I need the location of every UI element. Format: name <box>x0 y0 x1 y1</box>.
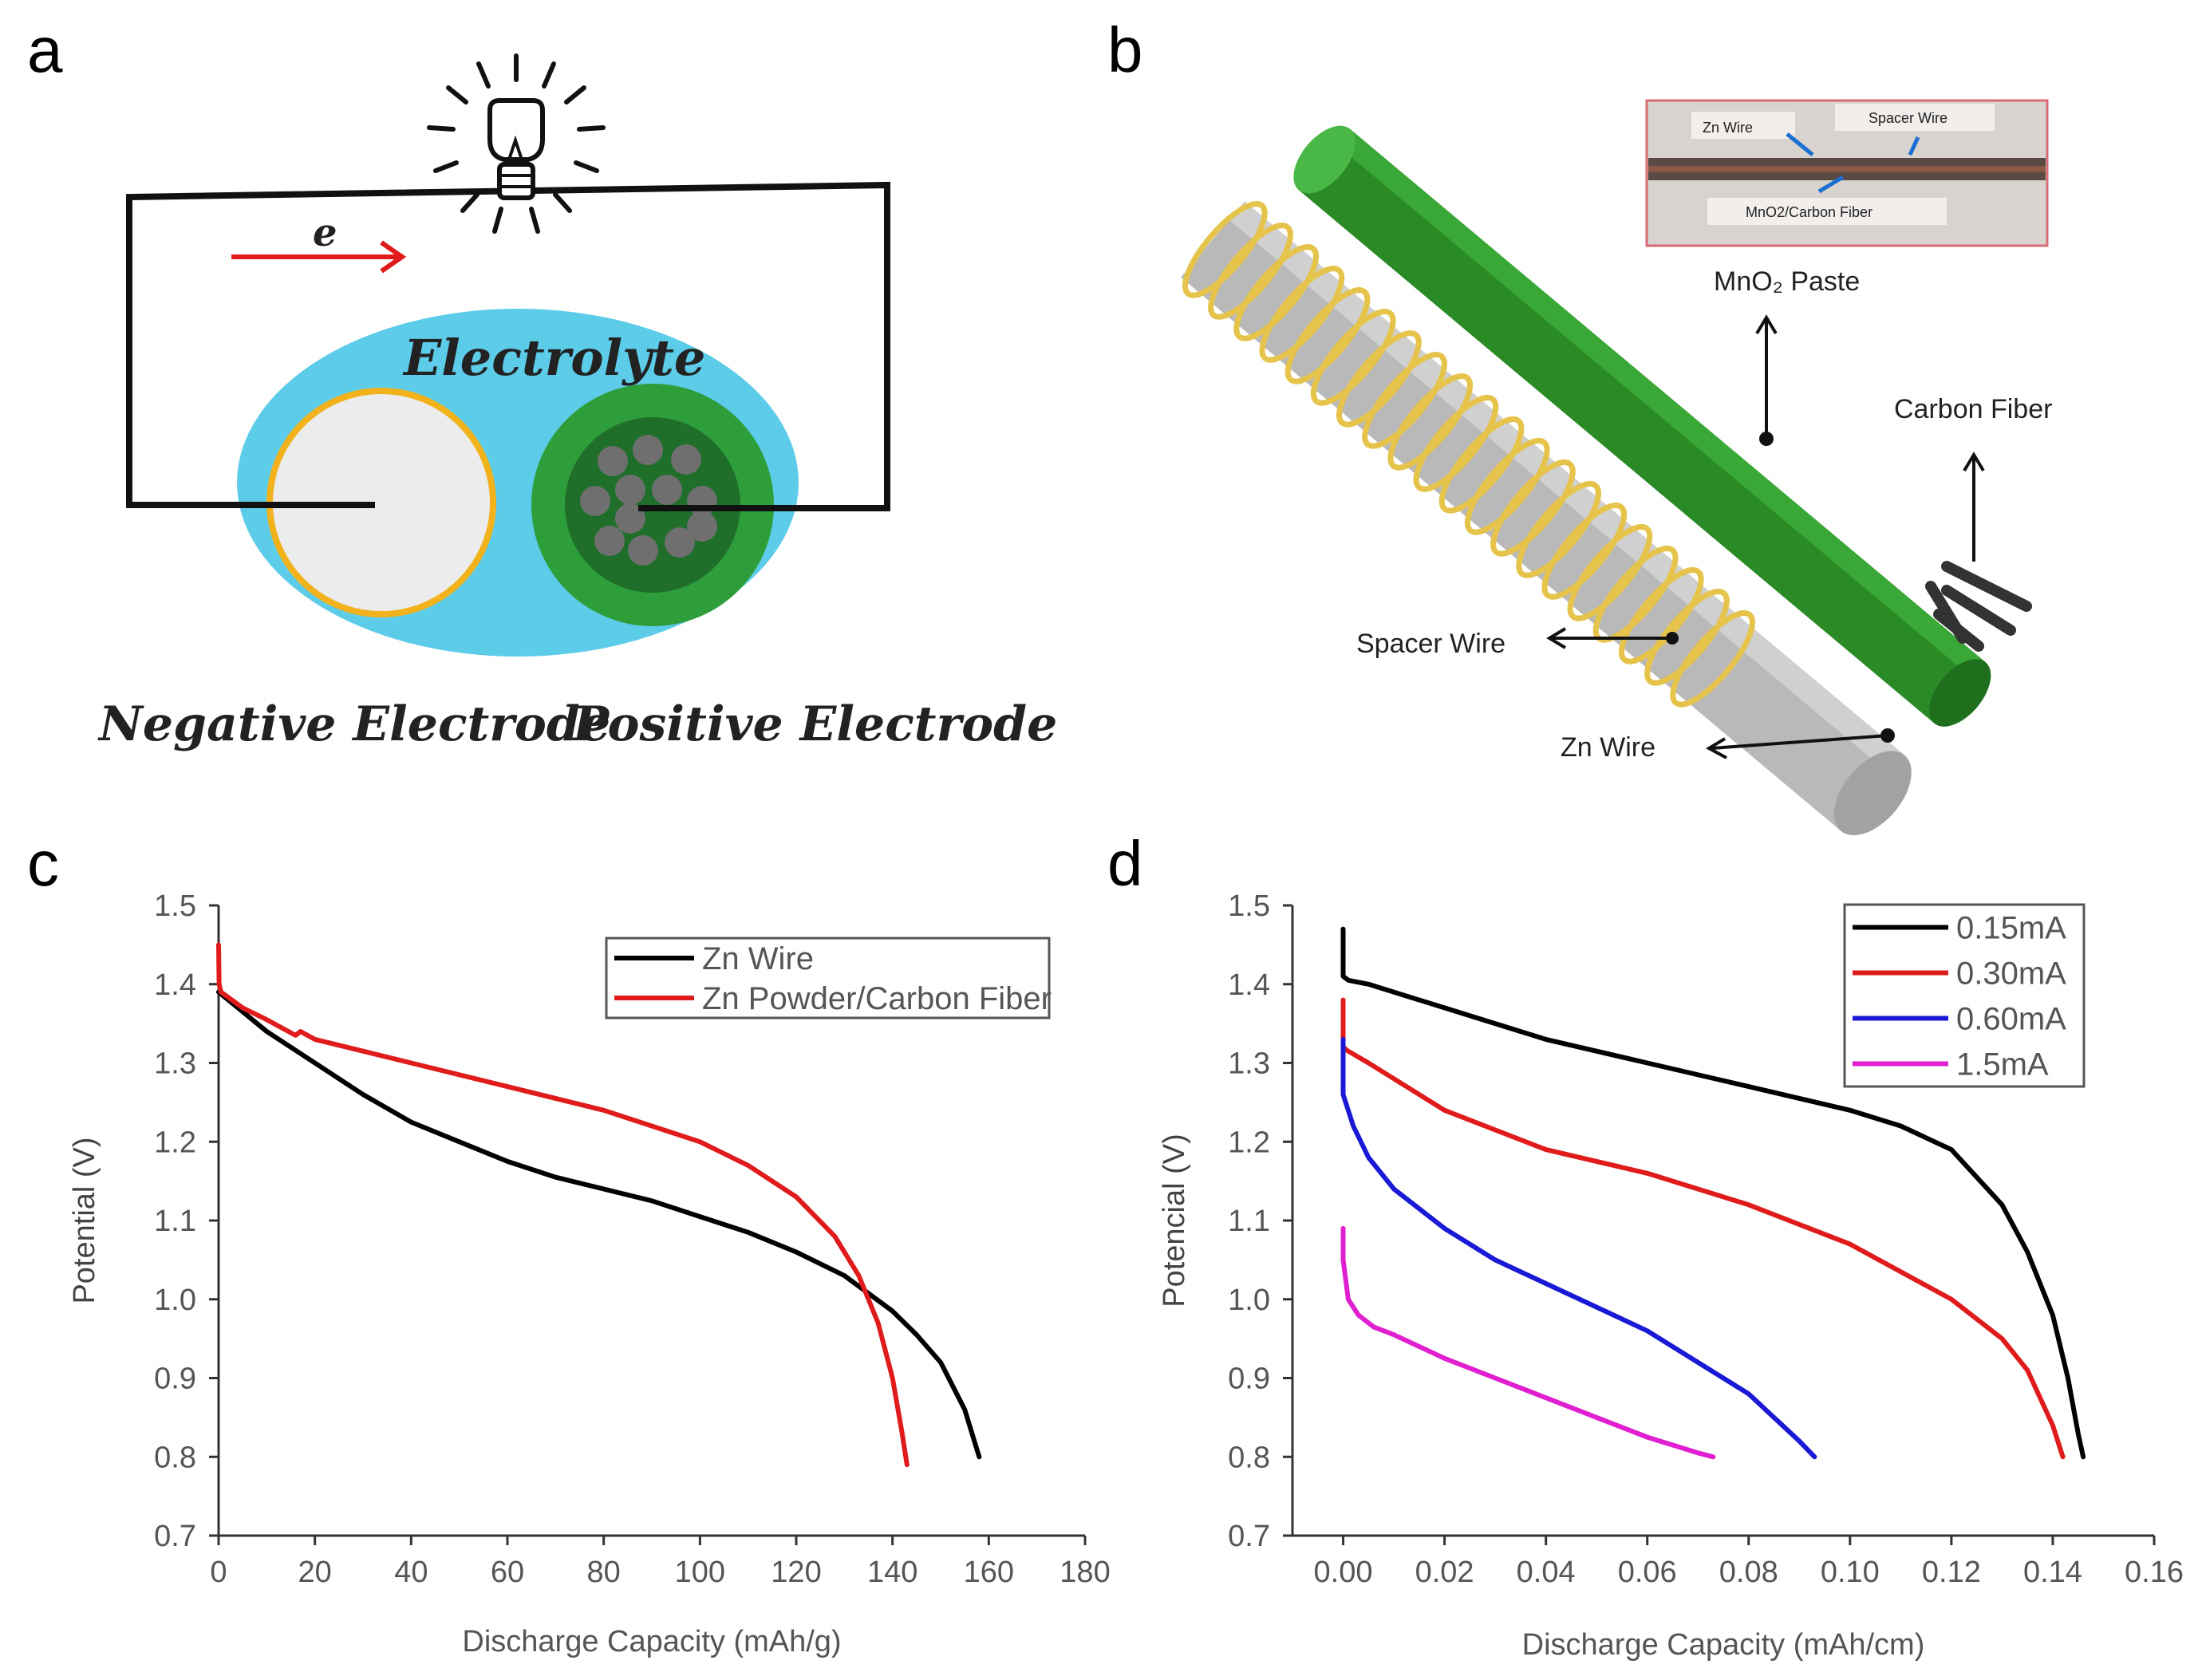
inset-zn-wire-label: Zn Wire <box>1703 120 1753 136</box>
y-tick-label: 0.7 <box>154 1520 196 1553</box>
panel-c: c 0.7 0.8 0.9 1.0 1.1 1.2 1.3 1.4 1.5 0 20 40 60 80 10… <box>27 828 1111 1658</box>
legend-label: 0.15mA <box>1956 911 2066 946</box>
x-tick-label: 60 <box>491 1556 524 1589</box>
series-line-0 <box>1340 926 2086 1460</box>
legend-box <box>605 937 1051 1019</box>
carbon-fiber-strands <box>1925 561 2032 652</box>
panel-letter-a: a <box>27 14 63 85</box>
x-tick-label: 0.08 <box>1719 1556 1778 1589</box>
panel-b: b <box>1107 14 2052 836</box>
x-tick-label: 0.12 <box>1922 1556 1981 1589</box>
series-line-3 <box>1340 1225 1716 1460</box>
legend-label: 0.30mA <box>1956 956 2066 992</box>
chart-d: 0.7 0.8 0.9 1.0 1.1 1.2 1.3 1.4 1.5 0.00 0.02 0.04 0… <box>1158 889 2184 1662</box>
legend-box <box>1843 903 2086 1088</box>
y-tick-label: 1.1 <box>154 1205 196 1238</box>
legend-label: 0.60mA <box>1956 1002 2066 1037</box>
carbon-fiber-label: Carbon Fiber <box>1894 394 2052 424</box>
inset-spacer-wire-label: Spacer Wire <box>1869 110 1947 126</box>
electron-label: e <box>313 211 337 255</box>
panel-d: d 0.7 0.8 0.9 1.0 1.1 1.2 1.3 1.4 1.5 0.00 0.02 0.0… <box>1107 828 2184 1662</box>
active-particles <box>580 435 717 566</box>
x-tick-label: 0 <box>210 1556 227 1589</box>
y-tick-label: 0.7 <box>1228 1520 1270 1553</box>
panel-letter-d: d <box>1107 828 1143 899</box>
series-line-2 <box>1340 1036 1817 1460</box>
x-tick-label: 0.04 <box>1517 1556 1576 1589</box>
x-axis-label: Discharge Capacity (mAh/g) <box>462 1625 841 1658</box>
x-tick-label: 0.14 <box>2023 1556 2082 1589</box>
x-tick-label: 80 <box>587 1556 621 1589</box>
legend-label: Zn Powder/Carbon Fiber <box>702 981 1052 1016</box>
y-tick-label: 1.4 <box>154 968 196 1002</box>
series-line-0 <box>216 989 982 1460</box>
y-tick-label: 1.2 <box>154 1126 196 1159</box>
y-tick-label: 0.8 <box>1228 1441 1270 1474</box>
y-axis-label: Potential (V) <box>68 1137 101 1303</box>
y-tick-label: 1.5 <box>1228 889 1270 923</box>
x-tick-label: 0.16 <box>2125 1556 2184 1589</box>
panel-letter-b: b <box>1107 14 1143 85</box>
y-tick-label: 0.9 <box>154 1363 196 1396</box>
legend-label: 1.5mA <box>1956 1047 2049 1083</box>
x-tick-label: 180 <box>1060 1556 1110 1589</box>
electron-flow-arrow <box>231 240 407 274</box>
y-tick-label: 1.5 <box>154 889 196 923</box>
panel-a: a <box>27 14 1057 752</box>
mno2-rod <box>1293 125 1991 727</box>
light-bulb-icon <box>427 53 606 234</box>
y-tick-label: 1.2 <box>1228 1126 1270 1159</box>
series-line-1 <box>1340 997 2066 1460</box>
zn-wire-label: Zn Wire <box>1561 732 1655 763</box>
y-tick-label: 0.8 <box>154 1441 196 1474</box>
x-tick-label: 0.06 <box>1618 1556 1677 1589</box>
y-tick-label: 1.1 <box>1228 1205 1270 1238</box>
electrolyte-label: Electrolyte <box>402 329 705 387</box>
y-tick-label: 1.4 <box>1228 968 1270 1002</box>
x-axis-label: Discharge Capacity (mAh/cm) <box>1522 1628 1925 1662</box>
series-line-1 <box>216 942 910 1468</box>
y-tick-label: 1.3 <box>154 1047 196 1081</box>
x-tick-label: 160 <box>964 1556 1014 1589</box>
legend-label: Zn Wire <box>702 941 814 976</box>
spacer-wire-label: Spacer Wire <box>1356 629 1505 659</box>
x-tick-label: 100 <box>675 1556 725 1589</box>
y-tick-label: 1.0 <box>154 1284 196 1317</box>
x-tick-label: 0.00 <box>1314 1556 1373 1589</box>
inset-photo: Zn Wire Spacer Wire MnO2/Carbon Fiber <box>1645 99 2049 247</box>
inset-arrows <box>1786 132 1920 194</box>
x-tick-label: 140 <box>867 1556 917 1589</box>
negative-electrode-label: Negative Electrode <box>97 696 610 752</box>
y-tick-label: 1.0 <box>1228 1284 1270 1317</box>
chart-c: 0.7 0.8 0.9 1.0 1.1 1.2 1.3 1.4 1.5 0 20 40 60 80 100 1… <box>68 889 1111 1658</box>
x-tick-label: 0.10 <box>1821 1556 1880 1589</box>
y-axis-label: Potencial (V) <box>1158 1134 1191 1307</box>
y-tick-label: 0.9 <box>1228 1363 1270 1396</box>
panel-letter-c: c <box>27 828 59 899</box>
x-tick-label: 40 <box>394 1556 428 1589</box>
y-tick-label: 1.3 <box>1228 1047 1270 1081</box>
x-tick-label: 0.02 <box>1415 1556 1474 1589</box>
mno2-paste-label: MnO₂ Paste <box>1714 266 1860 297</box>
inset-mno2-carbon-label: MnO2/Carbon Fiber <box>1746 204 1872 220</box>
zn-wire-pointer <box>1711 734 1888 750</box>
positive-electrode-label: Positive Electrode <box>571 696 1057 752</box>
x-tick-label: 120 <box>771 1556 821 1589</box>
x-tick-label: 20 <box>298 1556 332 1589</box>
